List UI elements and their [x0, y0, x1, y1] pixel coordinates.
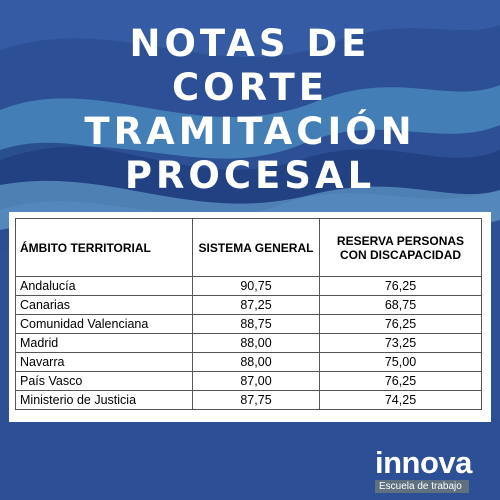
- title-line-4: PROCESAL: [124, 154, 376, 197]
- general-cell: 88,75: [192, 314, 320, 334]
- reserve-cell: 75,00: [319, 352, 482, 372]
- general-cell: 88,00: [192, 352, 320, 372]
- reserve-cell: 76,25: [319, 371, 482, 391]
- general-cell: 87,00: [192, 371, 320, 391]
- header-reserve-line-1: RESERVA PERSONAS: [336, 233, 465, 248]
- grades-table-panel: ÁMBITO TERRITORIAL SISTEMA GENERAL RESER…: [9, 212, 491, 422]
- general-cell: 90,75: [192, 276, 320, 296]
- table-row: Comunidad Valenciana 88,75 76,25: [15, 314, 482, 334]
- header-reserve: RESERVA PERSONAS CON DISCAPACIDAD: [319, 218, 482, 277]
- general-cell: 87,25: [192, 295, 320, 315]
- table-row: Madrid 88,00 73,25: [15, 333, 482, 353]
- reserve-cell: 68,75: [319, 295, 482, 315]
- table-row: País Vasco 87,00 76,25: [15, 371, 482, 391]
- title-line-3: TRAMITACIÓN: [84, 110, 416, 153]
- title-line-2: CORTE: [172, 66, 328, 109]
- territory-cell: Navarra: [15, 352, 193, 372]
- grades-table: ÁMBITO TERRITORIAL SISTEMA GENERAL RESER…: [15, 218, 482, 410]
- table-row: Navarra 88,00 75,00: [15, 352, 482, 372]
- innova-logo: innova Escuela de trabajo: [375, 447, 489, 493]
- general-cell: 87,75: [192, 390, 320, 410]
- logo-wordmark: innova: [375, 445, 472, 480]
- title-line-1: NOTAS DE: [129, 22, 371, 65]
- header-general: SISTEMA GENERAL: [192, 218, 320, 277]
- reserve-cell: 73,25: [319, 333, 482, 353]
- header-territory: ÁMBITO TERRITORIAL: [15, 218, 193, 277]
- territory-cell: Madrid: [15, 333, 193, 353]
- table-row: Canarias 87,25 68,75: [15, 295, 482, 315]
- territory-cell: País Vasco: [15, 371, 193, 391]
- reserve-cell: 76,25: [319, 276, 482, 296]
- page-title: NOTAS DE CORTE TRAMITACIÓN PROCESAL: [0, 22, 500, 198]
- territory-cell: Ministerio de Justicia: [15, 390, 193, 410]
- territory-cell: Comunidad Valenciana: [15, 314, 193, 334]
- table-header-row: ÁMBITO TERRITORIAL SISTEMA GENERAL RESER…: [15, 218, 482, 277]
- table-row: Andalucía 90,75 76,25: [15, 276, 482, 296]
- header-reserve-line-2: CON DISCAPACIDAD: [339, 247, 462, 262]
- table-row: Ministerio de Justicia 87,75 74,25: [15, 390, 482, 410]
- territory-cell: Andalucía: [15, 276, 193, 296]
- territory-cell: Canarias: [15, 295, 193, 315]
- general-cell: 88,00: [192, 333, 320, 353]
- reserve-cell: 76,25: [319, 314, 482, 334]
- logo-tagline: Escuela de trabajo: [375, 480, 469, 493]
- reserve-cell: 74,25: [319, 390, 482, 410]
